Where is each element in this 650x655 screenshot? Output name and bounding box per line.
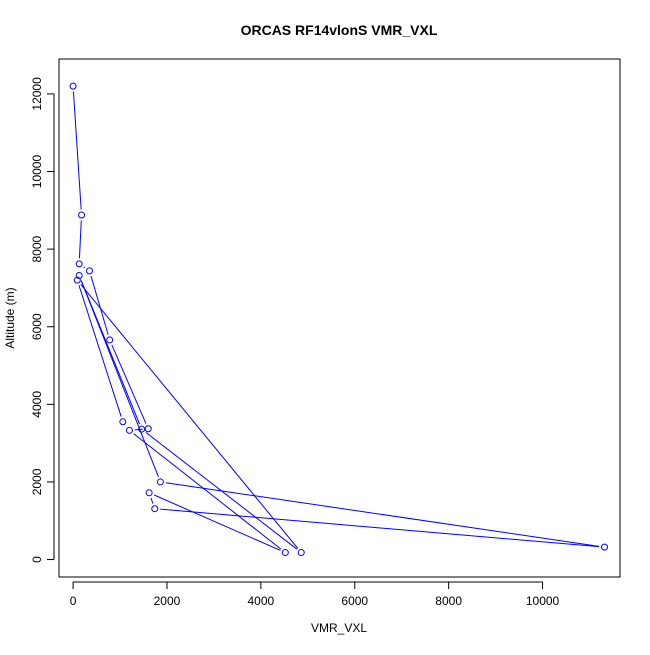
y-tick-label-1: 2000 — [30, 468, 44, 495]
y-tick-label-0: 0 — [30, 556, 44, 563]
x-tick-label-5: 10000 — [526, 594, 560, 608]
y-tick-label-2: 4000 — [30, 391, 44, 418]
series-0-segment-14 — [80, 284, 299, 549]
series-0-point-10 — [601, 543, 609, 551]
x-axis-label: VMR_VXL — [311, 621, 367, 635]
x-tick-label-4: 8000 — [435, 594, 462, 608]
series-0-segment-0 — [72, 91, 82, 210]
y-axis-label: Altitude (m) — [3, 287, 17, 348]
chart-title: ORCAS RF14vlonS VMR_VXL — [241, 22, 438, 38]
series-0-segment-15 — [78, 285, 122, 417]
series-0-point-2 — [75, 260, 83, 268]
series-0-point-11 — [156, 478, 164, 486]
series-0-segment-4 — [111, 344, 147, 424]
series-0-point-16 — [119, 418, 127, 426]
x-tick-label-2: 4000 — [248, 594, 275, 608]
series-0-point-14 — [297, 549, 305, 557]
series-0-point-1 — [78, 211, 86, 219]
y-tick-label-4: 8000 — [30, 235, 44, 262]
y-tick-label-3: 6000 — [30, 313, 44, 340]
series-0-point-15 — [73, 276, 81, 284]
x-tick-label-3: 6000 — [341, 594, 368, 608]
series-0-point-6 — [125, 426, 133, 434]
plot-area-frame — [58, 58, 621, 578]
series-0-point-9 — [151, 505, 159, 513]
series-0-segment-10 — [165, 482, 600, 547]
series-0-segment-7 — [153, 494, 281, 551]
series-0-point-3 — [86, 267, 94, 275]
series-0-point-5 — [144, 425, 152, 433]
series-0-point-4 — [106, 336, 114, 344]
series-0-segment-1 — [78, 220, 82, 259]
series-0-segment-8 — [150, 497, 154, 504]
series-0-segment-9 — [160, 508, 600, 548]
x-tick-label-1: 2000 — [154, 594, 181, 608]
series-0-segment-6 — [133, 433, 282, 550]
x-axis: 0 2000 4000 6000 8000 10000 — [70, 581, 560, 608]
y-tick-label-5: 10000 — [30, 155, 44, 189]
series-0-point-12 — [75, 272, 83, 280]
y-tick-label-6: 12000 — [30, 77, 44, 111]
y-axis: 0 2000 4000 6000 8000 10000 12000 — [30, 77, 55, 563]
x-tick-label-0: 0 — [70, 594, 77, 608]
series-0-segment-3 — [90, 275, 109, 335]
series-0-segment-12 — [80, 280, 141, 425]
series-layer — [69, 82, 609, 557]
series-0-point-8 — [145, 489, 153, 497]
series-0-segment-13 — [145, 432, 298, 550]
series-0-segment-2 — [83, 266, 86, 269]
series-0-point-7 — [281, 549, 289, 557]
series-0-point-13 — [138, 425, 146, 433]
series-0-point-0 — [69, 82, 77, 90]
